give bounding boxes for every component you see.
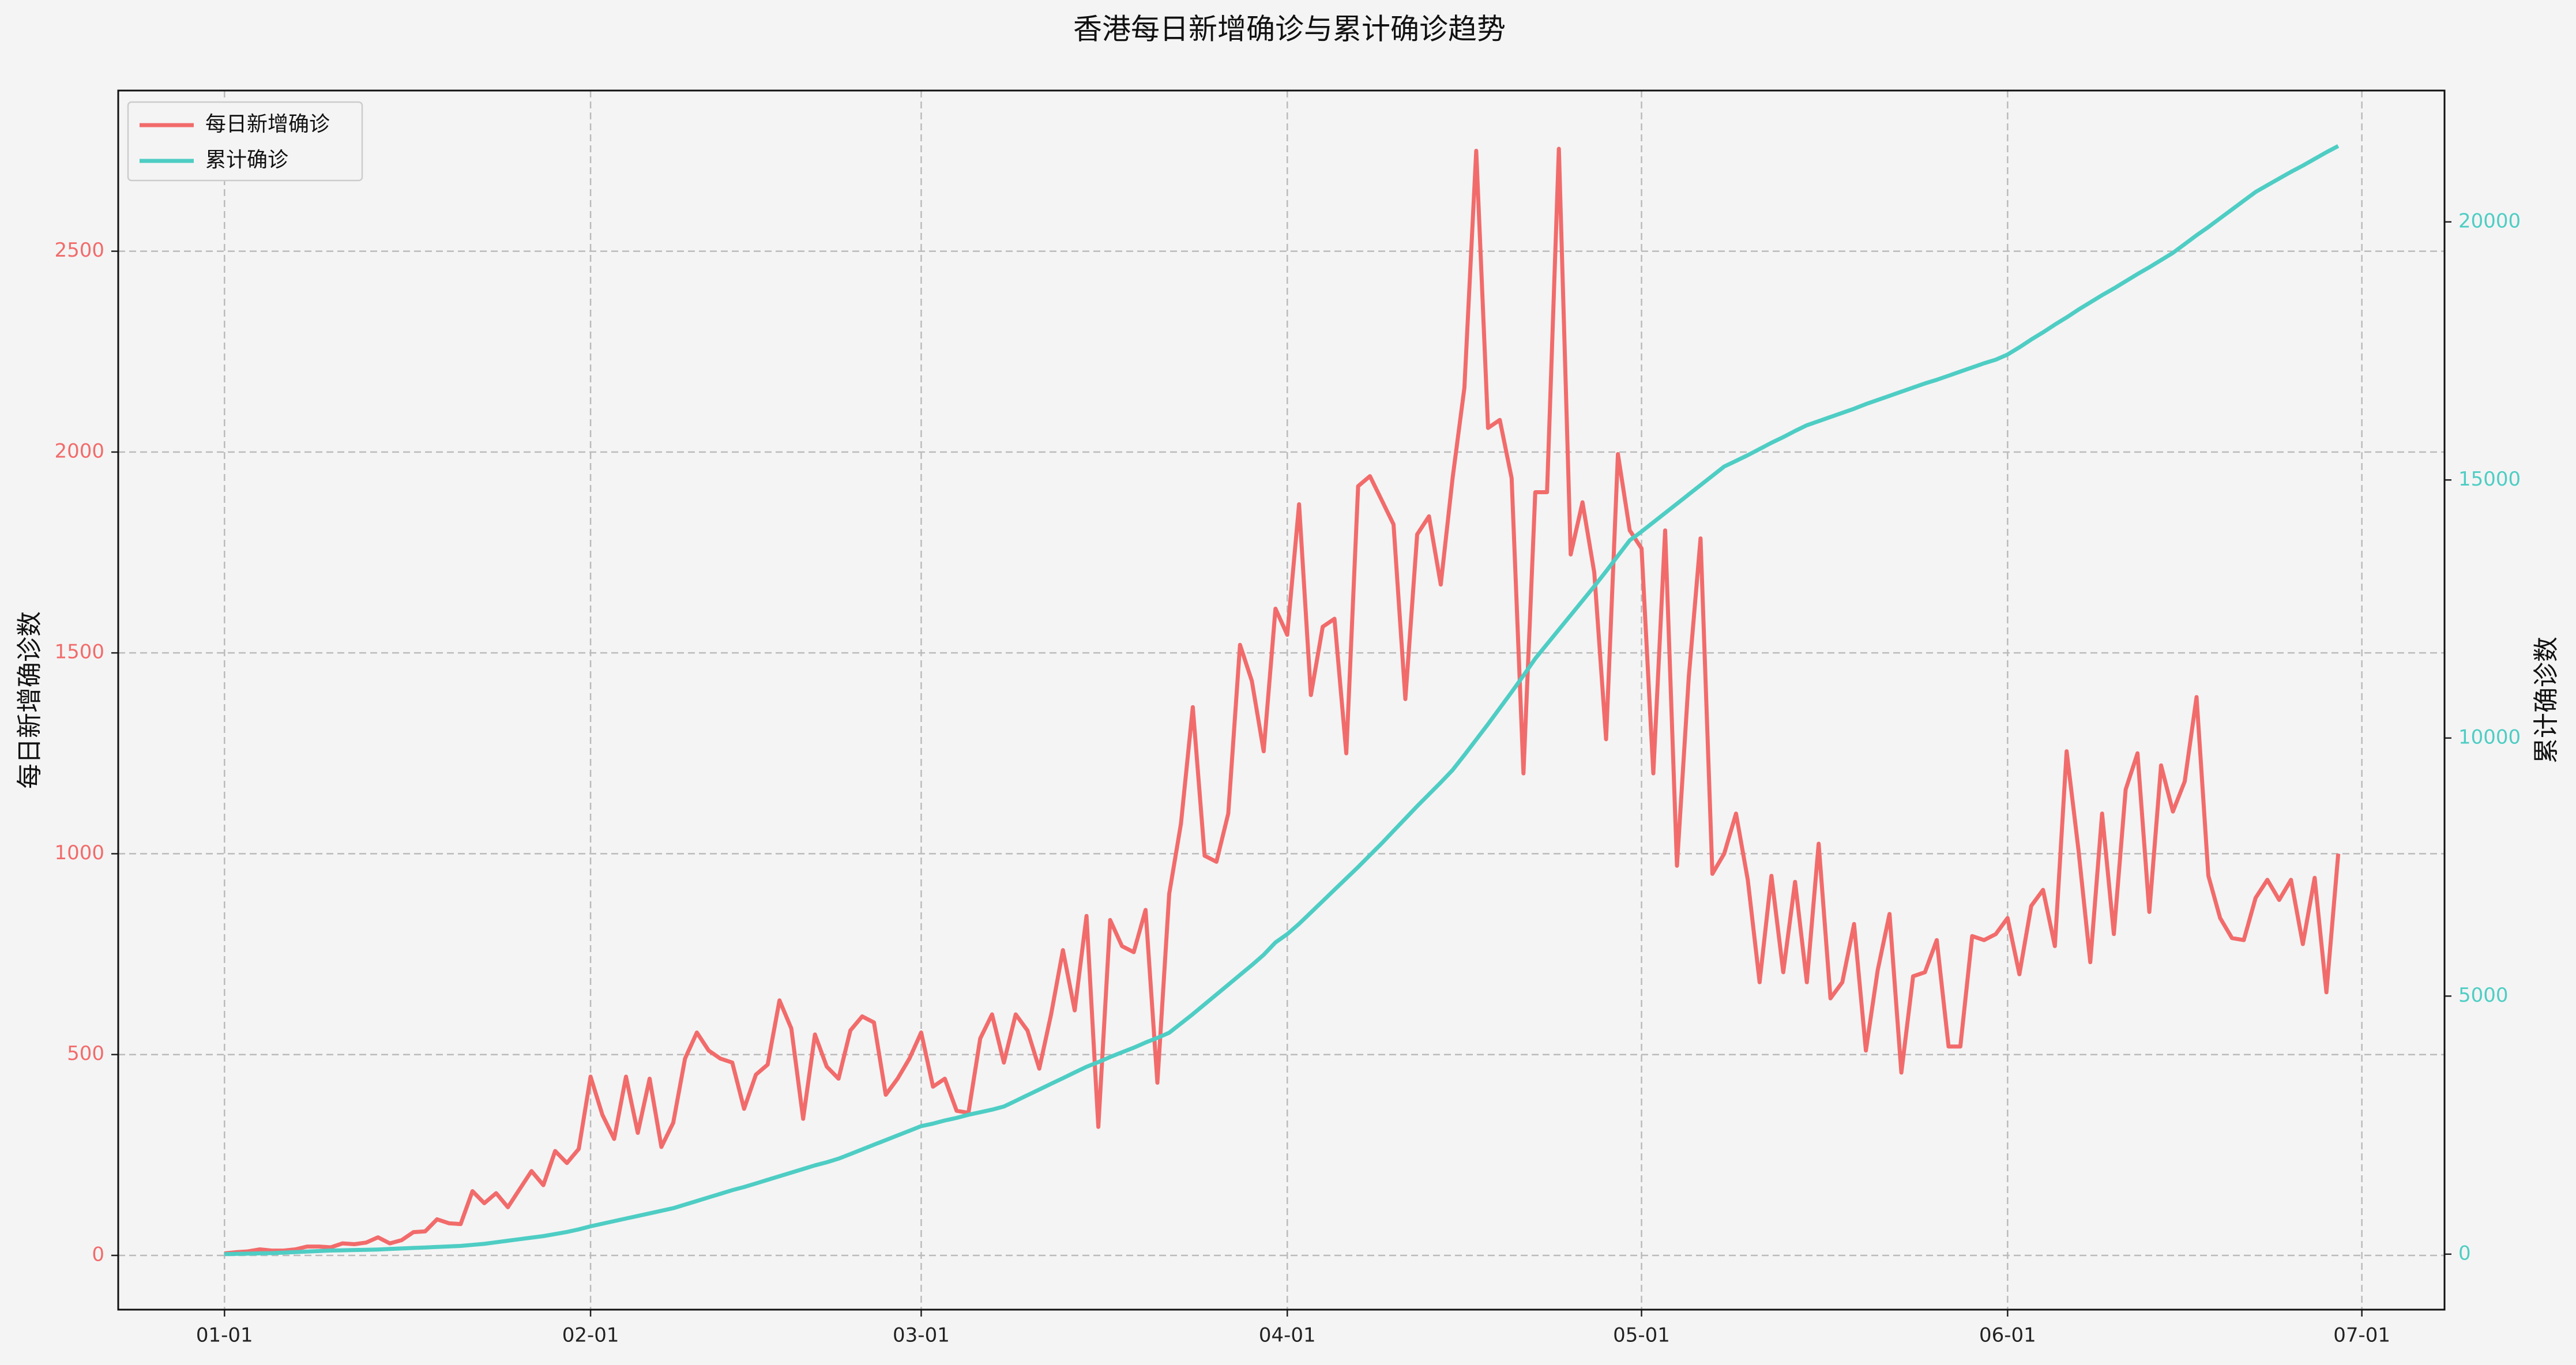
y2-axis-label: 累计确诊数	[2532, 637, 2561, 764]
series-line	[224, 144, 2340, 1257]
legend-label: 累计确诊	[205, 148, 288, 172]
x-tick-label: 05-01	[1613, 1324, 1670, 1347]
y-tick-label: 2500	[54, 239, 104, 262]
y-tick-label: 0	[92, 1243, 104, 1266]
chart-title: 香港每日新增确诊与累计确诊趋势	[1073, 13, 1506, 46]
y2-tick-label: 0	[2458, 1242, 2471, 1265]
y2-tick-label: 5000	[2458, 984, 2509, 1007]
legend-label: 每日新增确诊	[205, 112, 330, 136]
y-tick-label: 1000	[54, 841, 104, 864]
y2-tick-label: 15000	[2458, 468, 2521, 491]
plot-frame	[117, 89, 2446, 1311]
y2-tick-label: 10000	[2458, 725, 2521, 749]
x-tick-label: 04-01	[1259, 1324, 1316, 1347]
x-tick-label: 07-01	[2333, 1324, 2390, 1347]
x-tick-label: 03-01	[893, 1324, 950, 1347]
y-tick-label: 2000	[54, 439, 104, 462]
x-tick-label: 01-01	[196, 1324, 253, 1347]
y-tick-label: 500	[67, 1042, 104, 1065]
series-line	[224, 146, 2341, 1255]
x-tick-label: 02-01	[562, 1324, 619, 1347]
y2-tick-label: 20000	[2458, 209, 2521, 232]
y-tick-label: 1500	[54, 641, 104, 664]
y-axis-label: 每日新增确诊数	[15, 611, 44, 789]
x-tick-label: 06-01	[1979, 1324, 2036, 1347]
